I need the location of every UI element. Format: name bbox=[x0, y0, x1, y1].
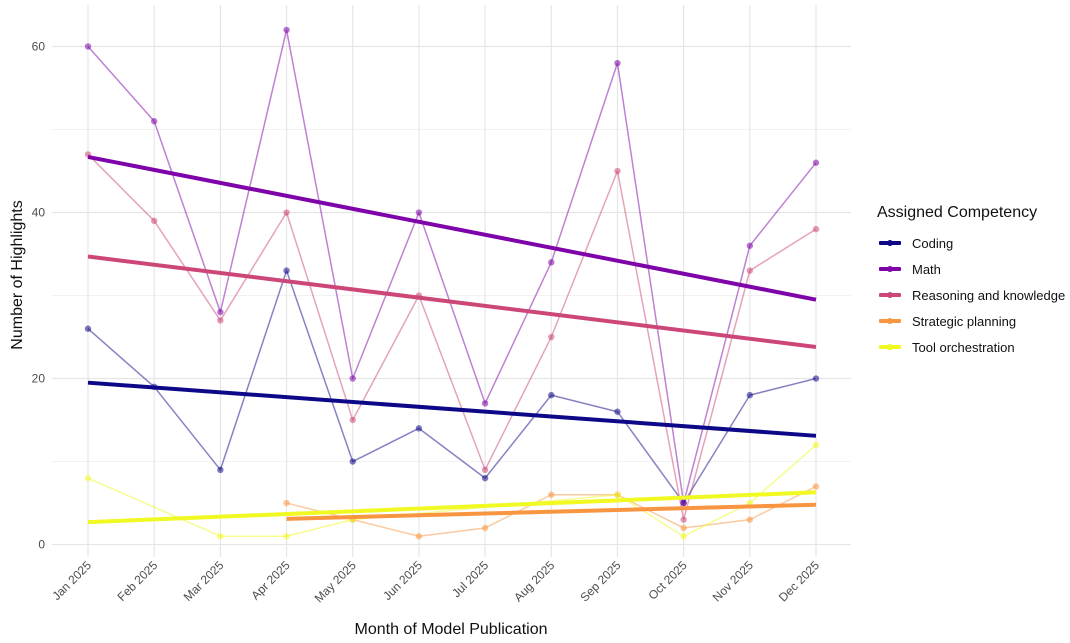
point-reasoning-and-knowledge bbox=[548, 333, 555, 341]
trend-line-reasoning-and-knowledge bbox=[87, 254, 817, 349]
point-coding bbox=[481, 474, 489, 482]
x-tick-label: Mar 2025 bbox=[181, 558, 227, 604]
x-tick-label: Feb 2025 bbox=[115, 558, 161, 604]
legend-key-reasoning-and-knowledge bbox=[877, 289, 903, 301]
trend-line-math bbox=[87, 154, 817, 302]
legend-key-tool-orchestration bbox=[877, 341, 903, 353]
point-strategic-planning bbox=[415, 533, 423, 540]
point-strategic-planning bbox=[680, 524, 687, 532]
y-axis-title: Number of Highlights bbox=[9, 200, 26, 349]
point-coding bbox=[746, 391, 754, 399]
legend-key-coding bbox=[877, 237, 903, 249]
trend-line-strategic-planning bbox=[286, 502, 817, 521]
point-math bbox=[150, 118, 158, 125]
x-tick-label: May 2025 bbox=[312, 558, 359, 605]
point-math bbox=[415, 209, 423, 216]
legend-label: Strategic planning bbox=[912, 313, 1017, 329]
point-math bbox=[481, 400, 489, 407]
series-line-tool-orchestration bbox=[87, 444, 817, 537]
legend-item-strategic-planning: Strategic planning bbox=[877, 308, 1065, 334]
point-strategic-planning bbox=[548, 491, 555, 498]
point-reasoning-and-knowledge bbox=[217, 317, 224, 324]
point-tool-orchestration bbox=[217, 533, 224, 540]
y-tick-label: 0 bbox=[38, 538, 45, 552]
point-tool-orchestration bbox=[84, 474, 92, 482]
legend-label: Math bbox=[912, 261, 941, 277]
x-tick-label: Dec 2025 bbox=[776, 558, 822, 604]
x-axis-title: Month of Model Publication bbox=[355, 621, 548, 638]
legend: Assigned Competency Coding Math Reasoning … bbox=[877, 204, 1065, 360]
point-reasoning-and-knowledge bbox=[680, 516, 687, 523]
series-line-coding bbox=[87, 269, 817, 504]
y-tick-label: 40 bbox=[32, 206, 46, 220]
series-line-math bbox=[87, 29, 817, 504]
point-coding bbox=[84, 325, 92, 332]
trend-line-coding bbox=[87, 380, 817, 438]
point-math bbox=[680, 499, 687, 507]
x-tick-label: Oct 2025 bbox=[645, 558, 690, 603]
point-reasoning-and-knowledge bbox=[349, 416, 356, 424]
legend-item-tool-orchestration: Tool orchestration bbox=[877, 334, 1065, 360]
point-math bbox=[614, 59, 621, 67]
point-coding bbox=[548, 391, 555, 399]
trend-line-tool-orchestration bbox=[87, 490, 817, 525]
point-coding bbox=[812, 375, 820, 382]
x-tick-label: Aug 2025 bbox=[511, 558, 557, 604]
x-tick-label: Jul 2025 bbox=[449, 558, 491, 600]
legend-label: Coding bbox=[912, 235, 954, 251]
legend-item-math: Math bbox=[877, 256, 1065, 282]
x-tick-label: Nov 2025 bbox=[710, 558, 756, 604]
point-coding bbox=[283, 267, 290, 274]
legend-label: Reasoning and knowledge bbox=[912, 287, 1066, 303]
x-tick-label: Sep 2025 bbox=[577, 558, 623, 604]
point-strategic-planning bbox=[481, 524, 489, 532]
point-strategic-planning bbox=[812, 483, 820, 490]
point-strategic-planning bbox=[283, 499, 290, 507]
point-reasoning-and-knowledge bbox=[283, 209, 290, 216]
x-tick-label: Jan 2025 bbox=[49, 558, 94, 603]
series-line-reasoning-and-knowledge bbox=[87, 153, 817, 521]
point-coding bbox=[349, 458, 356, 465]
point-tool-orchestration bbox=[812, 441, 820, 449]
point-math bbox=[746, 242, 754, 249]
legend-item-coding: Coding bbox=[877, 230, 1065, 256]
point-tool-orchestration bbox=[614, 491, 621, 498]
legend-label: Tool orchestration bbox=[912, 339, 1015, 355]
point-math bbox=[349, 375, 356, 382]
point-strategic-planning bbox=[746, 516, 754, 523]
point-math bbox=[548, 259, 555, 266]
point-math bbox=[217, 308, 224, 316]
point-tool-orchestration bbox=[680, 533, 687, 540]
point-math bbox=[283, 26, 290, 34]
point-reasoning-and-knowledge bbox=[812, 225, 820, 233]
point-tool-orchestration bbox=[283, 533, 290, 540]
legend-key-strategic-planning bbox=[877, 315, 903, 327]
point-coding bbox=[614, 408, 621, 415]
point-math bbox=[812, 159, 820, 166]
point-reasoning-and-knowledge bbox=[150, 217, 158, 225]
point-math bbox=[84, 43, 92, 50]
legend-title: Assigned Competency bbox=[877, 204, 1038, 221]
point-reasoning-and-knowledge bbox=[614, 167, 621, 175]
x-tick-label: Apr 2025 bbox=[248, 558, 293, 603]
x-tick-label: Jun 2025 bbox=[380, 558, 425, 603]
point-coding bbox=[415, 425, 423, 432]
legend-item-reasoning-and-knowledge: Reasoning and knowledge bbox=[877, 282, 1065, 308]
legend-key-math bbox=[877, 263, 903, 275]
point-coding bbox=[217, 466, 224, 474]
point-reasoning-and-knowledge bbox=[481, 466, 489, 474]
y-tick-label: 60 bbox=[32, 40, 46, 54]
y-tick-label: 20 bbox=[32, 372, 46, 386]
point-reasoning-and-knowledge bbox=[746, 267, 754, 274]
